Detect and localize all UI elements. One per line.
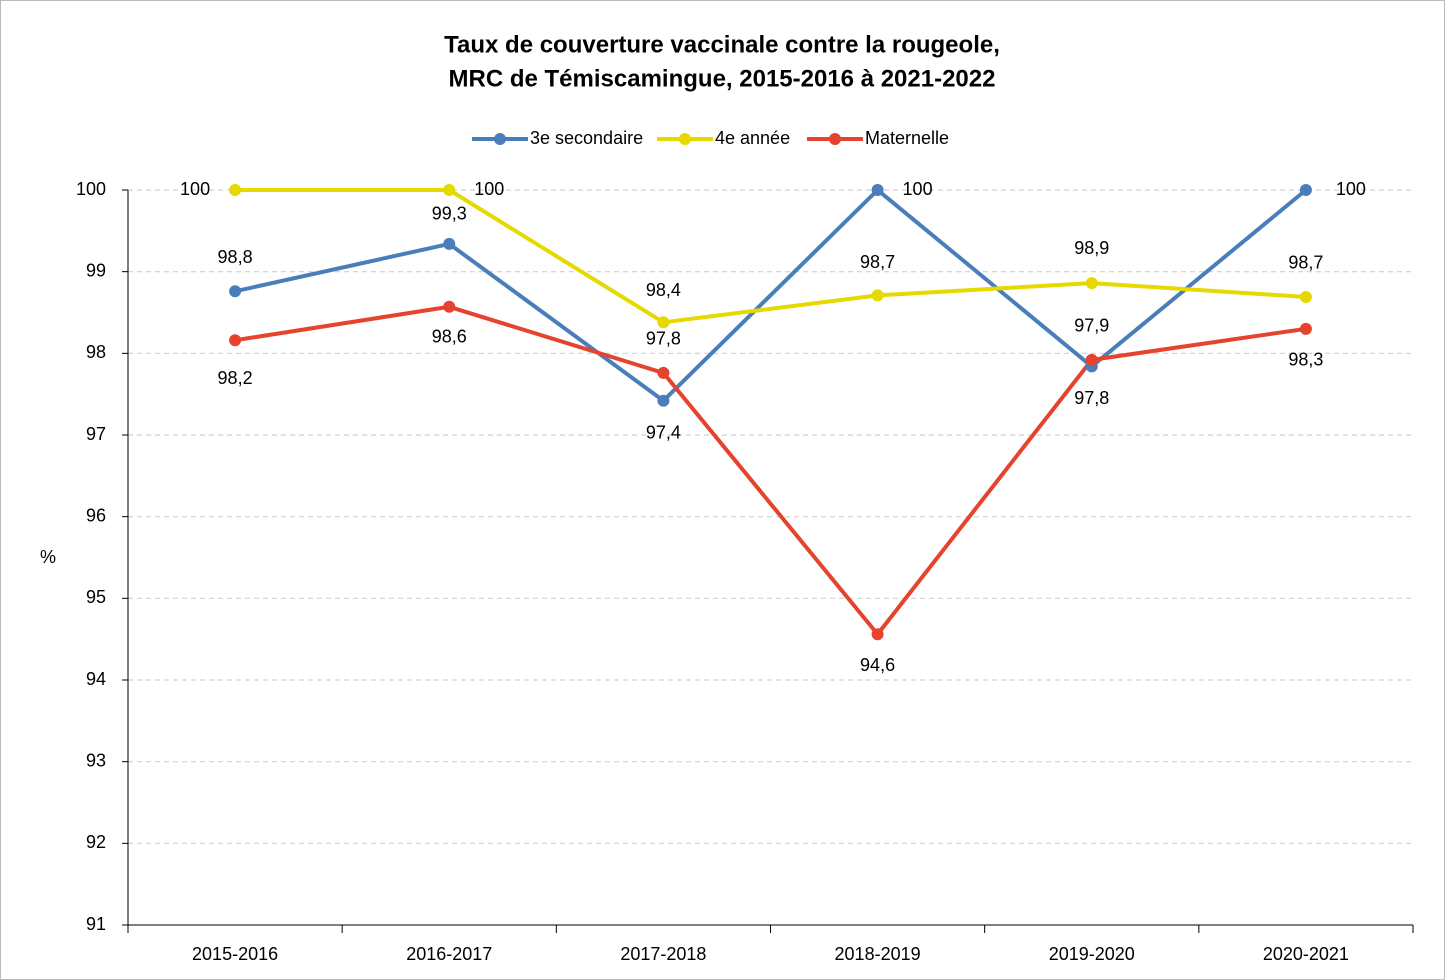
x-tick-label: 2018-2019 <box>835 944 921 964</box>
data-label: 98,7 <box>860 252 895 272</box>
x-tick-label: 2019-2020 <box>1049 944 1135 964</box>
data-point <box>443 184 456 196</box>
data-point <box>657 394 670 407</box>
data-point <box>443 237 456 250</box>
legend-marker <box>829 133 841 145</box>
data-label: 97,8 <box>1074 388 1109 408</box>
legend-marker <box>679 133 691 145</box>
data-point <box>657 366 670 379</box>
data-point <box>229 334 242 347</box>
data-point <box>1299 290 1312 303</box>
data-point <box>443 300 456 313</box>
data-point <box>1299 184 1312 196</box>
data-point <box>229 285 242 298</box>
y-tick-label: 94 <box>86 669 106 689</box>
data-label: 98,3 <box>1288 350 1323 370</box>
x-tick-label: 2020-2021 <box>1263 944 1349 964</box>
legend-label: 4e année <box>715 128 790 148</box>
data-label: 97,4 <box>646 422 681 442</box>
series-line <box>234 188 1308 403</box>
data-point <box>1299 322 1312 335</box>
data-point <box>657 316 670 329</box>
y-tick-label: 100 <box>76 179 106 199</box>
x-tick-label: 2015-2016 <box>192 944 278 964</box>
data-point <box>871 289 884 302</box>
legend-label: 3e secondaire <box>530 128 643 148</box>
data-point <box>1085 277 1098 290</box>
data-point <box>1085 353 1098 366</box>
x-tick-label: 2016-2017 <box>406 944 492 964</box>
y-axis-label: % <box>40 547 56 567</box>
series-line <box>235 188 1307 325</box>
data-label: 98,4 <box>646 280 681 300</box>
data-label: 94,6 <box>860 655 895 675</box>
data-label: 97,8 <box>646 329 681 349</box>
data-label: 98,6 <box>432 327 467 347</box>
y-tick-label: 99 <box>86 260 106 280</box>
y-tick-label: 92 <box>86 832 106 852</box>
legend-label: Maternelle <box>865 128 949 148</box>
data-label: 98,7 <box>1288 253 1323 273</box>
data-label: 98,9 <box>1074 238 1109 258</box>
y-tick-label: 93 <box>86 750 106 770</box>
data-label: 100 <box>180 179 210 199</box>
y-tick-label: 91 <box>86 914 106 934</box>
y-tick-label: 97 <box>86 424 106 444</box>
data-label: 99,3 <box>432 204 467 224</box>
data-point <box>871 628 884 641</box>
y-tick-label: 96 <box>86 505 106 525</box>
series-line <box>234 304 1307 637</box>
chart-title: Taux de couverture vaccinale contre la r… <box>444 31 1000 58</box>
y-tick-label: 95 <box>86 587 106 607</box>
data-label: 100 <box>903 179 933 199</box>
data-point <box>871 184 884 196</box>
data-label: 100 <box>474 179 504 199</box>
y-tick-label: 98 <box>86 342 106 362</box>
data-label: 98,2 <box>218 368 253 388</box>
data-label: 100 <box>1336 179 1366 199</box>
data-label: 97,9 <box>1074 316 1109 336</box>
data-label: 98,8 <box>218 247 253 267</box>
x-tick-label: 2017-2018 <box>620 944 706 964</box>
legend-marker <box>494 133 506 145</box>
data-point <box>229 184 242 196</box>
chart-title: MRC de Témiscamingue, 2015-2016 à 2021-2… <box>449 65 996 92</box>
